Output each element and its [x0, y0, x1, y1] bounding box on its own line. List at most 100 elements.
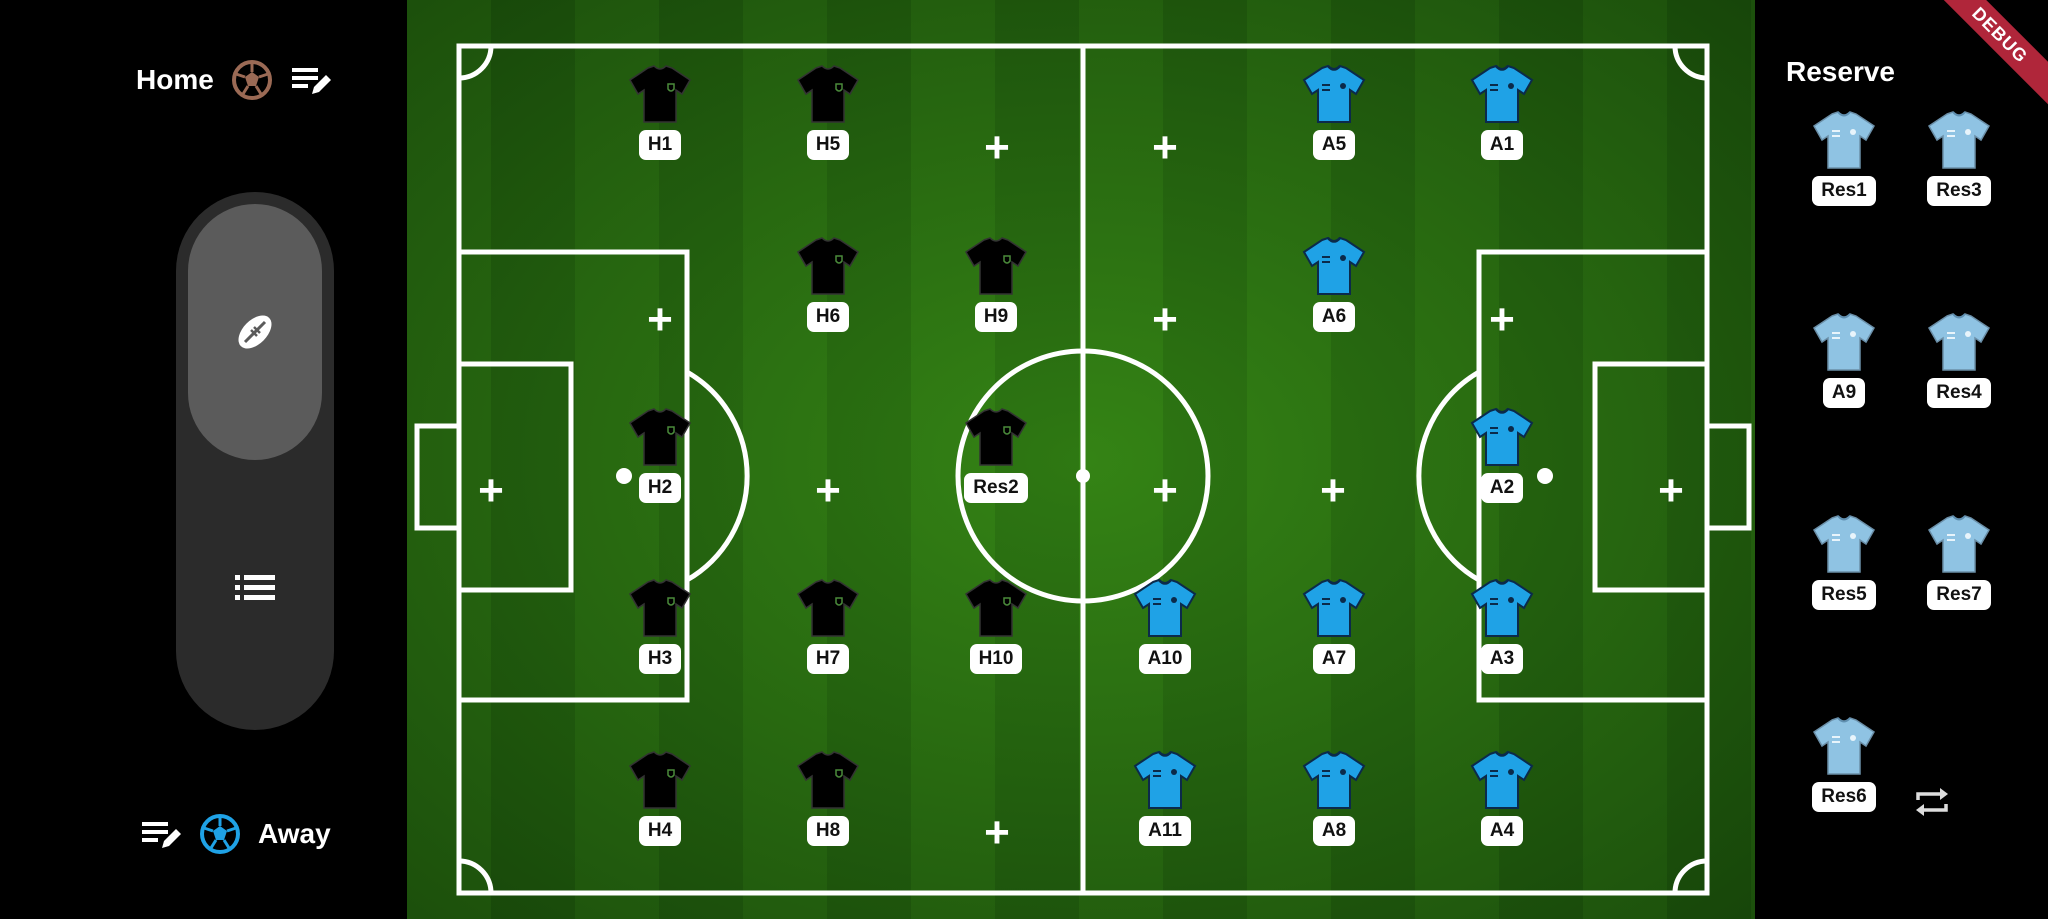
reserve-player[interactable]: Res1 — [1789, 110, 1899, 226]
home-shirt-icon — [629, 751, 691, 809]
rugby-ball-icon — [238, 315, 272, 349]
mode-selected[interactable] — [188, 204, 322, 460]
away-shirt-icon — [1302, 236, 1366, 295]
home-player[interactable]: H7 — [773, 578, 883, 694]
player-label: A6 — [1312, 302, 1356, 332]
add-slot[interactable]: + — [984, 123, 1010, 172]
away-player[interactable]: A10 — [1110, 578, 1220, 694]
home-player[interactable]: H5 — [773, 64, 883, 180]
player-label: H1 — [638, 130, 682, 160]
player-label: H2 — [638, 473, 682, 503]
away-ball-icon[interactable] — [200, 814, 240, 854]
reserve-title: Reserve — [1786, 56, 1895, 87]
home-shirt-icon — [797, 751, 859, 809]
list-icon — [235, 575, 275, 600]
player-label: Res6 — [1812, 782, 1876, 812]
player-label: Res4 — [1927, 378, 1991, 408]
away-player[interactable]: A11 — [1110, 750, 1220, 866]
add-slot[interactable]: + — [1152, 295, 1178, 344]
away-shirt-icon — [1133, 750, 1197, 809]
away-shirt-icon — [1302, 750, 1366, 809]
player-label: A1 — [1480, 130, 1524, 160]
left-panel: Home — [0, 0, 407, 919]
home-shirt-icon — [797, 65, 859, 123]
away-shirt-icon — [1133, 578, 1197, 637]
reserve-shirt-icon — [1928, 111, 1990, 169]
reserve-player[interactable]: Res7 — [1904, 514, 2014, 630]
home-shirt-icon — [629, 65, 691, 123]
swap-icon[interactable] — [1912, 786, 1952, 818]
reserve-player[interactable]: Res6 — [1789, 716, 1899, 832]
away-shirt-icon — [1302, 578, 1366, 637]
pitch — [407, 0, 1755, 919]
home-player[interactable]: H8 — [773, 750, 883, 866]
reserve-shirt-icon — [1813, 717, 1875, 775]
away-shirt-icon — [1470, 64, 1534, 123]
player-label: Res7 — [1927, 580, 1991, 610]
add-slot[interactable]: + — [1320, 466, 1346, 515]
away-player[interactable]: A8 — [1279, 750, 1389, 866]
add-slot[interactable]: + — [1152, 123, 1178, 172]
reserve-shirt-icon — [1813, 313, 1875, 371]
mode-toggle[interactable] — [176, 192, 334, 730]
away-player[interactable]: A5 — [1279, 64, 1389, 180]
home-edit-list-icon[interactable] — [290, 62, 332, 98]
player-label: H3 — [638, 644, 682, 674]
add-slot[interactable]: + — [1489, 295, 1515, 344]
away-shirt-icon — [1470, 407, 1534, 466]
home-player[interactable]: H6 — [773, 236, 883, 352]
home-player[interactable]: H10 — [941, 578, 1051, 694]
player-label: A4 — [1480, 816, 1524, 846]
home-player[interactable]: H3 — [605, 578, 715, 694]
away-player[interactable]: A1 — [1447, 64, 1557, 180]
home-shirt-icon — [965, 408, 1027, 466]
away-player[interactable]: A3 — [1447, 578, 1557, 694]
player-label: Res5 — [1812, 580, 1876, 610]
player-label: A10 — [1138, 644, 1192, 674]
player-label: H7 — [806, 644, 850, 674]
player-label: H9 — [974, 302, 1018, 332]
home-player[interactable]: H4 — [605, 750, 715, 866]
away-shirt-icon — [1470, 750, 1534, 809]
penalty-spot-left — [616, 468, 632, 484]
add-slot[interactable]: + — [815, 466, 841, 515]
player-label: A7 — [1312, 644, 1356, 674]
add-slot[interactable]: + — [1658, 466, 1684, 515]
reserve-player[interactable]: A9 — [1789, 312, 1899, 428]
reserve-player[interactable]: Res4 — [1904, 312, 2014, 428]
away-player[interactable]: A4 — [1447, 750, 1557, 866]
add-slot[interactable]: + — [478, 466, 504, 515]
add-slot[interactable]: + — [647, 295, 673, 344]
home-player[interactable]: H9 — [941, 236, 1051, 352]
away-player[interactable]: A6 — [1279, 236, 1389, 352]
home-shirt-icon — [629, 579, 691, 637]
player-label: H4 — [638, 816, 682, 846]
home-player[interactable]: H2 — [605, 407, 715, 523]
player-label: A8 — [1312, 816, 1356, 846]
reserve-shirt-icon — [1928, 313, 1990, 371]
player-label: Res2 — [964, 473, 1028, 503]
away-edit-list-icon[interactable] — [140, 816, 182, 852]
player-label: Res3 — [1927, 176, 1991, 206]
home-ball-icon[interactable] — [231, 60, 272, 100]
player-label: A2 — [1480, 473, 1524, 503]
home-shirt-icon — [965, 579, 1027, 637]
player-label: H10 — [969, 644, 1023, 674]
home-shirt-icon — [797, 237, 859, 295]
penalty-spot-right — [1537, 468, 1553, 484]
reserve-player[interactable]: Res5 — [1789, 514, 1899, 630]
add-slot[interactable]: + — [984, 808, 1010, 857]
away-shirt-icon — [1302, 64, 1366, 123]
home-player[interactable]: H1 — [605, 64, 715, 180]
reserve-player[interactable]: Res3 — [1904, 110, 2014, 226]
add-slot[interactable]: + — [1152, 466, 1178, 515]
reserve-shirt-icon — [1928, 515, 1990, 573]
away-player[interactable]: A7 — [1279, 578, 1389, 694]
mode-list[interactable] — [176, 552, 334, 622]
away-player[interactable]: A2 — [1447, 407, 1557, 523]
reserve-panel: Reserve — [1755, 0, 2048, 919]
home-team-row: Home — [136, 60, 332, 100]
away-team-row: Away — [140, 814, 331, 854]
home-player[interactable]: Res2 — [941, 407, 1051, 523]
player-label: Res1 — [1812, 176, 1876, 206]
